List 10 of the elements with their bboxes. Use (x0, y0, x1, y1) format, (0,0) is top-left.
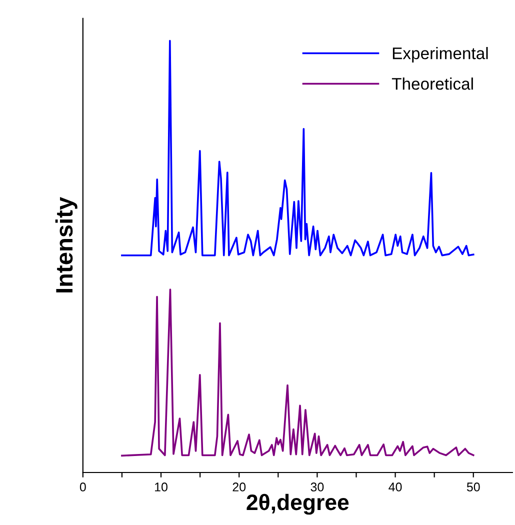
x-tick-label: 20 (232, 482, 246, 492)
legend-label: Experimental (392, 47, 488, 63)
x-tick-label: 0 (80, 482, 86, 492)
legend-label: Theoretical (392, 78, 473, 90)
x-tick-label: 10 (155, 482, 168, 492)
x-tick-label: 30 (310, 482, 324, 492)
x-axis-title: 2θ,degree (246, 494, 349, 515)
x-tick-label: 50 (466, 482, 480, 492)
y-axis-title: Intensity (55, 197, 78, 292)
x-tick-label: 40 (388, 482, 402, 492)
